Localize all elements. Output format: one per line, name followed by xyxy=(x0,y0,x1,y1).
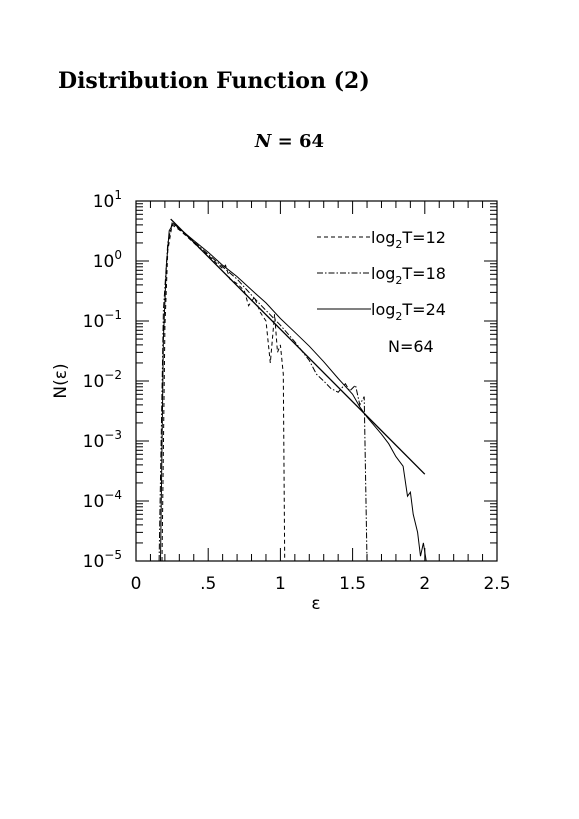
x-tick-label: .5 xyxy=(200,574,216,594)
chart-title: N = 64 xyxy=(0,131,579,152)
chart-title-text: = 64 xyxy=(277,131,325,152)
legend-label: log2T=18 xyxy=(371,264,446,287)
x-axis-label: ε xyxy=(311,594,320,614)
x-tick-label: 1 xyxy=(275,574,286,594)
series-line-dashdot xyxy=(158,222,368,562)
legend: log2T=12 log2T=18 log2T=24 xyxy=(317,228,446,323)
x-tick-label: 2 xyxy=(419,574,430,594)
page-title: Distribution Function (2) xyxy=(58,68,370,94)
plot-frame xyxy=(135,200,498,562)
tick-marks xyxy=(135,200,498,562)
legend-label: log2T=12 xyxy=(371,228,446,251)
chart-title-variable: N xyxy=(254,131,272,152)
series-line-solid-fit xyxy=(170,218,426,475)
y-tick-label: 10−5 xyxy=(83,548,122,572)
y-tick-label: 10−2 xyxy=(83,368,122,392)
series-layer xyxy=(158,218,427,562)
series-line-dashed xyxy=(161,224,286,562)
y-axis-label: N(ε) xyxy=(51,363,71,398)
chart-annotation: N=64 xyxy=(388,337,434,356)
y-tick-label: 100 xyxy=(93,248,122,272)
x-tick-label: 1.5 xyxy=(339,574,366,594)
y-tick-label: 10−3 xyxy=(83,428,122,452)
legend-label: log2T=24 xyxy=(371,300,446,323)
x-tick-label: 2.5 xyxy=(483,574,510,594)
tick-labels: 0 .5 1 1.5 2 2.5 10−5 10−4 10−3 10−2 10−1 100 101 xyxy=(83,188,511,594)
y-tick-label: 10−1 xyxy=(83,308,122,332)
y-tick-label: 101 xyxy=(93,188,122,212)
y-tick-label: 10−4 xyxy=(83,488,122,512)
x-tick-label: 0 xyxy=(131,574,142,594)
